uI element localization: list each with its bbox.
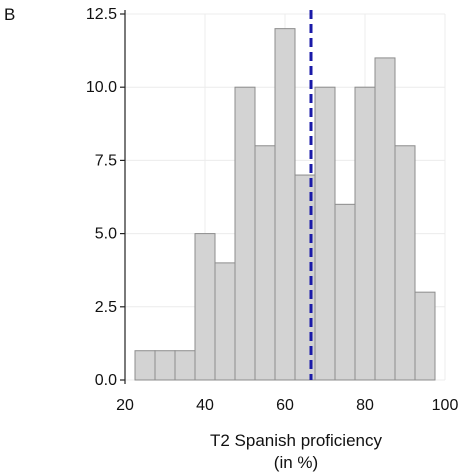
y-tick-label: 0.0 bbox=[95, 372, 117, 389]
y-tick-label: 5.0 bbox=[95, 226, 117, 243]
histogram-bar bbox=[174, 350, 196, 381]
x-axis-title: T2 Spanish proficiency bbox=[210, 431, 382, 450]
histogram-bar bbox=[354, 86, 376, 381]
x-tick-label: 20 bbox=[116, 397, 134, 414]
histogram-bar bbox=[334, 203, 356, 381]
histogram-bar bbox=[154, 350, 176, 381]
x-axis-unit: (in %) bbox=[274, 453, 318, 472]
x-tick-label: 40 bbox=[196, 397, 214, 414]
y-tick-label: 2.5 bbox=[95, 299, 117, 316]
histogram-bar bbox=[214, 262, 236, 381]
y-tick-label: 12.5 bbox=[86, 6, 117, 23]
histogram-bar bbox=[374, 57, 396, 381]
histogram-bar bbox=[194, 233, 216, 381]
x-tick-label: 80 bbox=[356, 397, 374, 414]
y-tick-label: 10.0 bbox=[86, 79, 117, 96]
y-tick-label: 7.5 bbox=[95, 152, 117, 169]
histogram-bar bbox=[274, 28, 296, 381]
histogram-bar bbox=[314, 86, 336, 381]
histogram-bar bbox=[234, 86, 256, 381]
x-tick-label: 60 bbox=[276, 397, 294, 414]
histogram-bar bbox=[394, 145, 416, 381]
y-tick-labels: 0.0 2.5 5.0 7.5 10.0 12.5 bbox=[86, 6, 125, 389]
histogram-bars bbox=[134, 28, 436, 381]
x-tick-label: 100 bbox=[432, 397, 459, 414]
x-tick-labels: 20 40 60 80 100 bbox=[116, 397, 458, 414]
panel-label: B bbox=[4, 5, 15, 24]
histogram-bar bbox=[414, 291, 436, 381]
histogram-bar bbox=[254, 145, 276, 381]
histogram-bar bbox=[134, 350, 156, 381]
